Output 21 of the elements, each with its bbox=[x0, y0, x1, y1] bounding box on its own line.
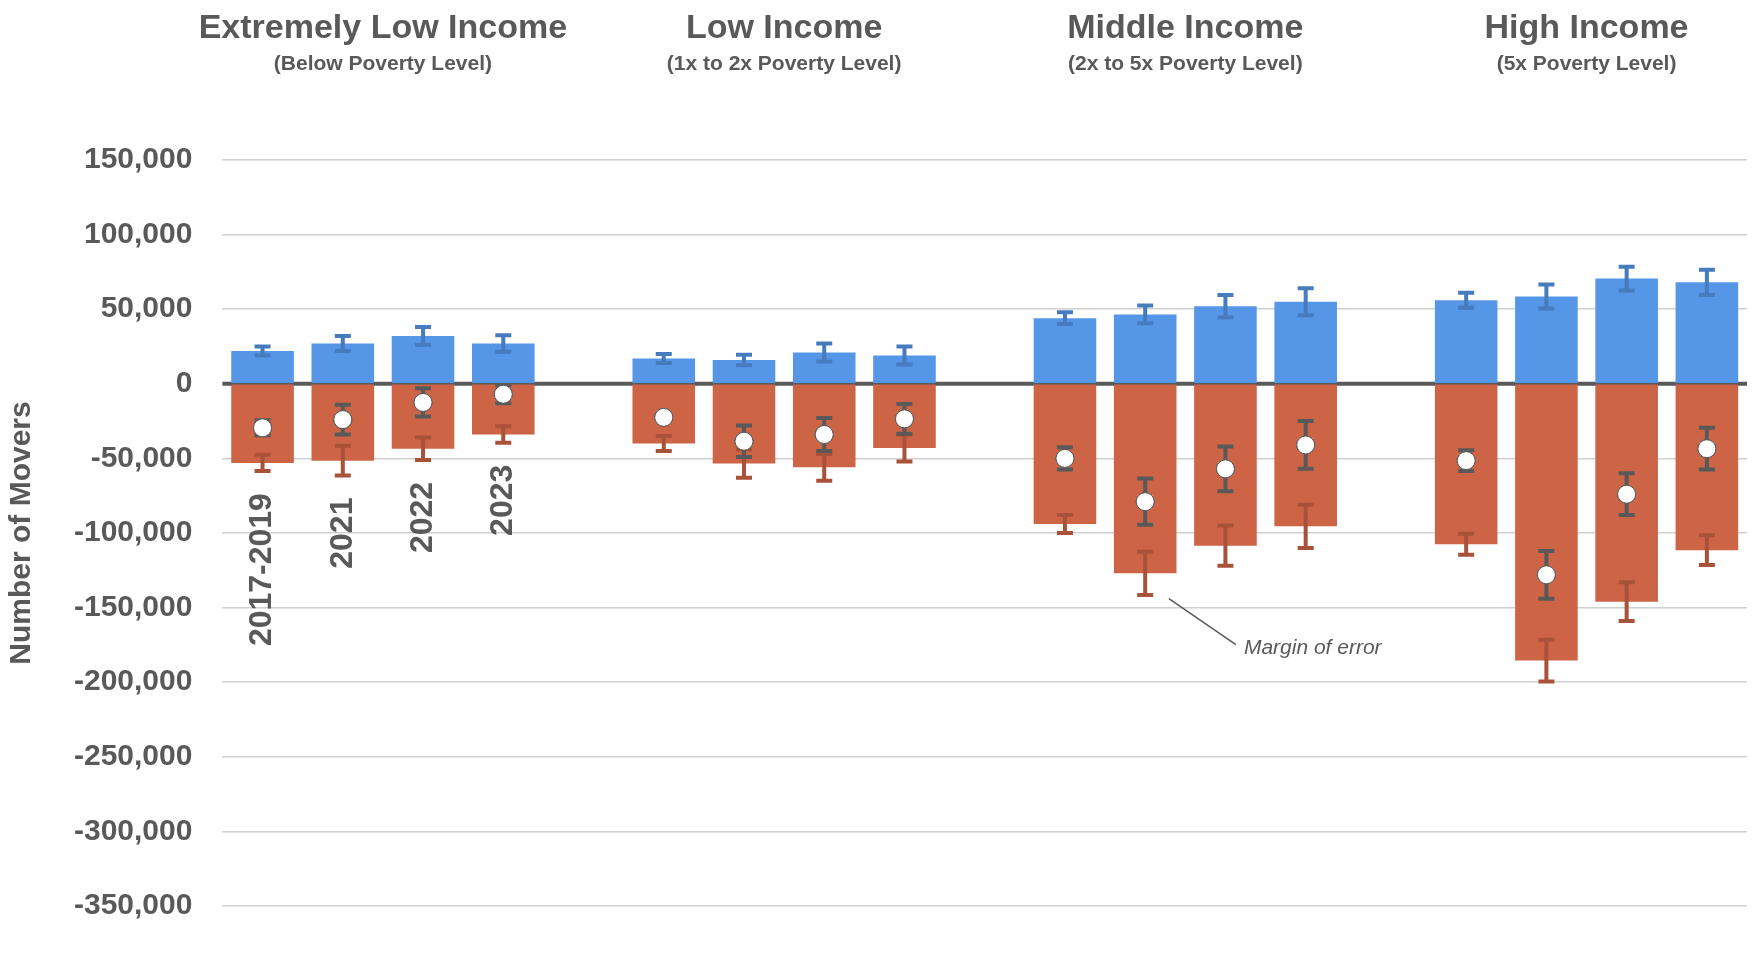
y-tick-label: 0 bbox=[175, 365, 193, 399]
text: Middle Income (2x to 5x Poverty Level) bbox=[1067, 7, 1304, 74]
y-axis-title: Number of Movers bbox=[3, 401, 37, 665]
x-tick-label: 2023 bbox=[483, 464, 520, 536]
text: Low Income (1x to 2x Poverty Level) bbox=[666, 7, 902, 74]
x-tick-label: 2022 bbox=[402, 481, 439, 554]
y-tick-label: -250,000 bbox=[74, 738, 193, 772]
y-tick-label: -150,000 bbox=[74, 588, 193, 622]
x-tick-label: 2021 bbox=[322, 497, 359, 569]
y-tick-label: -350,000 bbox=[74, 887, 193, 921]
y-tick-label: -200,000 bbox=[74, 663, 193, 697]
text: High Income (5x Poverty Level) bbox=[1484, 7, 1689, 74]
y-tick-label: -50,000 bbox=[90, 439, 193, 473]
x-tick-label: 2017-2019 bbox=[242, 493, 279, 647]
y-tick-label: 150,000 bbox=[83, 141, 193, 175]
y-tick-label: 100,000 bbox=[83, 215, 193, 249]
y-tick-label: -300,000 bbox=[74, 812, 193, 846]
text: Extremely Low Income (Below Poverty Level) bbox=[198, 7, 568, 74]
y-tick-label: -100,000 bbox=[74, 514, 193, 548]
y-tick-label: 50,000 bbox=[100, 290, 193, 324]
annotation: Margin of error bbox=[1243, 635, 1383, 659]
